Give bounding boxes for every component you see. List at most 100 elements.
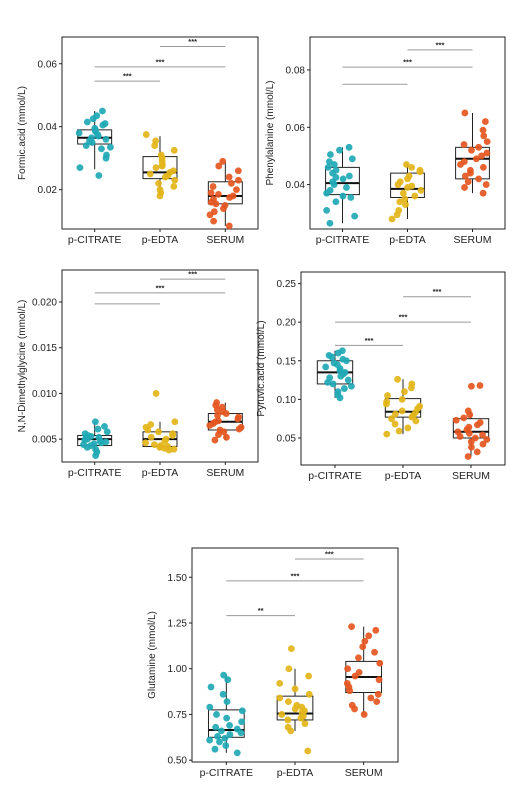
data-point: [234, 415, 242, 423]
data-point: [285, 665, 293, 673]
data-point: [374, 690, 382, 698]
data-point: [291, 685, 299, 693]
data-point: [465, 429, 473, 437]
data-point: [226, 731, 234, 738]
x-tick-label: SERUM: [206, 467, 244, 479]
y-tick-label: 0.015: [32, 343, 57, 354]
data-point: [284, 716, 292, 724]
data-point: [404, 175, 411, 183]
y-tick-label: 0.75: [168, 710, 188, 721]
data-point: [478, 152, 485, 160]
data-point: [213, 711, 220, 718]
data-point: [461, 172, 469, 180]
y-tick-label: 0.10: [277, 395, 297, 406]
y-tick-label: 0.005: [32, 435, 57, 446]
data-point: [212, 723, 220, 731]
significance-label: ***: [188, 270, 197, 279]
data-point: [482, 181, 490, 188]
data-point: [325, 158, 333, 166]
data-point: [287, 645, 295, 652]
data-point: [324, 163, 332, 171]
data-point: [147, 433, 155, 441]
data-point: [225, 222, 233, 230]
data-point: [473, 421, 481, 429]
data-point: [347, 194, 355, 201]
data-point: [475, 175, 483, 183]
data-point: [460, 414, 468, 422]
data-point: [75, 129, 83, 137]
data-point: [219, 690, 227, 698]
data-point: [169, 432, 176, 439]
data-point: [396, 198, 404, 206]
data-point: [94, 425, 102, 433]
data-point: [373, 698, 381, 706]
data-point: [287, 727, 295, 735]
data-point: [235, 176, 242, 184]
data-point: [345, 172, 353, 180]
data-point: [95, 172, 103, 179]
data-point: [479, 431, 486, 439]
panel-4: 0.05 0.10 0.15 0.20 0.25 Pyruvic.acid (mmol/L…: [256, 271, 506, 482]
data-point: [291, 705, 299, 713]
data-point: [467, 438, 475, 446]
data-point: [365, 632, 373, 640]
data-point: [152, 390, 160, 397]
data-point: [344, 376, 352, 384]
data-point: [476, 382, 484, 389]
data-point: [383, 400, 390, 408]
data-point: [372, 626, 380, 634]
y-tick-label: 0.50: [168, 756, 188, 767]
data-point: [150, 441, 158, 449]
data-point: [388, 215, 396, 223]
x-tick-label: p-EDTA: [142, 234, 179, 246]
data-point: [94, 132, 102, 140]
significance-label: ***: [399, 313, 408, 322]
data-point: [211, 745, 219, 753]
data-point: [165, 446, 173, 454]
data-point: [221, 734, 229, 742]
y-axis-label: Glutamine (mmol/L): [147, 611, 158, 699]
data-point: [355, 654, 362, 662]
data-point: [327, 151, 334, 158]
data-point: [479, 163, 487, 171]
data-point: [394, 375, 401, 383]
data-point: [457, 161, 464, 168]
data-point: [106, 143, 114, 151]
data-point: [468, 443, 475, 451]
x-tick-label: p-EDTA: [389, 234, 426, 246]
data-point: [83, 443, 91, 451]
data-point: [297, 714, 305, 722]
data-point: [326, 219, 334, 227]
y-tick-label: 1.00: [168, 664, 188, 675]
data-point: [388, 415, 395, 423]
data-point: [206, 703, 214, 711]
data-point: [336, 146, 343, 154]
data-point: [464, 178, 472, 186]
data-point: [324, 378, 332, 386]
data-point: [89, 115, 97, 123]
data-point: [376, 659, 384, 667]
data-point: [416, 168, 424, 176]
data-point: [461, 184, 468, 191]
y-tick-label: 0.05: [277, 433, 297, 444]
data-point: [211, 436, 219, 444]
data-point: [348, 155, 356, 163]
data-point: [404, 184, 411, 191]
data-point: [144, 426, 152, 434]
data-point: [235, 425, 243, 433]
x-tick-label: p-EDTA: [277, 767, 314, 779]
data-point: [220, 428, 228, 436]
data-point: [404, 424, 412, 432]
significance-label: ***: [433, 287, 442, 296]
data-point: [408, 163, 416, 171]
data-point: [468, 146, 475, 154]
data-point: [206, 211, 214, 219]
data-point: [216, 738, 223, 746]
data-point: [401, 388, 408, 396]
y-axis-label: Pyruvic.acid (mmol/L): [256, 320, 267, 416]
data-point: [464, 453, 472, 460]
significance-label: ***: [156, 283, 165, 292]
data-point: [480, 132, 488, 140]
data-point: [473, 448, 481, 456]
